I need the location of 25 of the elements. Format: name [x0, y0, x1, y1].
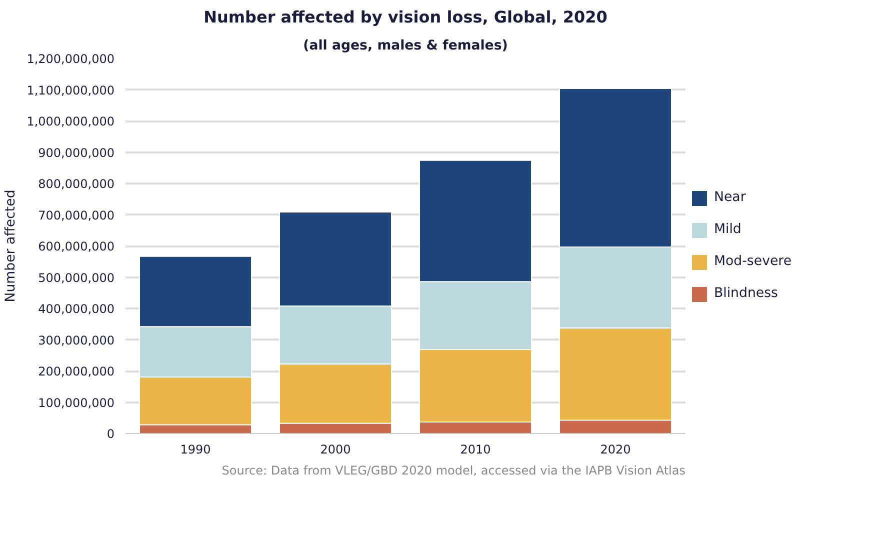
- y-tick-label: 200,000,000: [38, 364, 114, 378]
- y-tick-label: 1,000,000,000: [26, 114, 115, 128]
- y-tick-label: 100,000,000: [38, 396, 114, 410]
- chart-subtitle: (all ages, males & females): [303, 38, 508, 54]
- y-tick-label: 700,000,000: [38, 208, 114, 222]
- y-tick-label: 1,200,000,000: [26, 52, 115, 66]
- x-tick-label: 2020: [600, 442, 631, 456]
- y-tick-label: 400,000,000: [38, 302, 114, 316]
- y-tick-label: 500,000,000: [38, 270, 114, 285]
- y-tick-label: 300,000,000: [38, 333, 114, 348]
- x-tick-label: 1990: [180, 442, 211, 456]
- y-tick-label: 800,000,000: [38, 177, 114, 191]
- y-tick-label: 600,000,000: [38, 240, 114, 254]
- legend-label: Near: [714, 190, 746, 205]
- legend-label: Blindness: [714, 286, 778, 301]
- y-axis-title: Number affected: [4, 190, 19, 302]
- legend-label: Mod-severe: [714, 254, 792, 269]
- legend-label: Mild: [714, 222, 742, 237]
- x-tick-label: 2000: [320, 442, 351, 456]
- y-tick-label: 900,000,000: [38, 146, 114, 160]
- y-tick-label: 1,100,000,000: [26, 83, 115, 98]
- x-tick-label: 2010: [460, 442, 491, 456]
- source-note: Source: Data from VLEG/GBD 2020 model, accessed via the IAPB Vision Atlas: [222, 464, 686, 478]
- chart-title: Number affected by vision loss, Global, 2020: [204, 8, 608, 26]
- y-tick-label: 0: [106, 427, 115, 441]
